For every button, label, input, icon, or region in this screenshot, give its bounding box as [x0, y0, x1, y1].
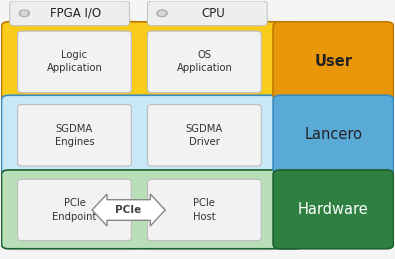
Circle shape	[159, 11, 165, 15]
FancyBboxPatch shape	[147, 1, 267, 26]
Text: CPU: CPU	[201, 7, 225, 20]
Circle shape	[19, 10, 30, 17]
FancyBboxPatch shape	[147, 105, 261, 166]
FancyBboxPatch shape	[8, 18, 135, 251]
FancyBboxPatch shape	[273, 95, 393, 174]
Text: PCIe
Endpoint: PCIe Endpoint	[52, 198, 97, 222]
Text: PCIe: PCIe	[115, 205, 142, 215]
FancyBboxPatch shape	[273, 170, 393, 249]
Text: PCIe
Host: PCIe Host	[193, 198, 216, 222]
FancyBboxPatch shape	[2, 95, 303, 174]
FancyBboxPatch shape	[18, 179, 132, 241]
FancyBboxPatch shape	[10, 1, 130, 26]
Text: User: User	[314, 54, 352, 69]
Text: FPGA I/O: FPGA I/O	[50, 7, 101, 20]
FancyBboxPatch shape	[147, 179, 261, 241]
Text: Lancero: Lancero	[304, 127, 362, 142]
FancyBboxPatch shape	[18, 105, 132, 166]
Text: OS
Application: OS Application	[177, 50, 232, 74]
FancyBboxPatch shape	[2, 170, 303, 249]
Text: SGDMA
Engines: SGDMA Engines	[55, 124, 94, 147]
FancyBboxPatch shape	[145, 18, 273, 251]
FancyBboxPatch shape	[147, 31, 261, 93]
Circle shape	[21, 11, 28, 15]
Polygon shape	[92, 194, 165, 226]
FancyBboxPatch shape	[2, 22, 303, 101]
Text: Logic
Application: Logic Application	[47, 50, 102, 74]
FancyBboxPatch shape	[273, 22, 393, 101]
Text: Hardware: Hardware	[298, 202, 369, 217]
FancyBboxPatch shape	[18, 31, 132, 93]
Text: SGDMA
Driver: SGDMA Driver	[186, 124, 223, 147]
Circle shape	[157, 10, 167, 17]
